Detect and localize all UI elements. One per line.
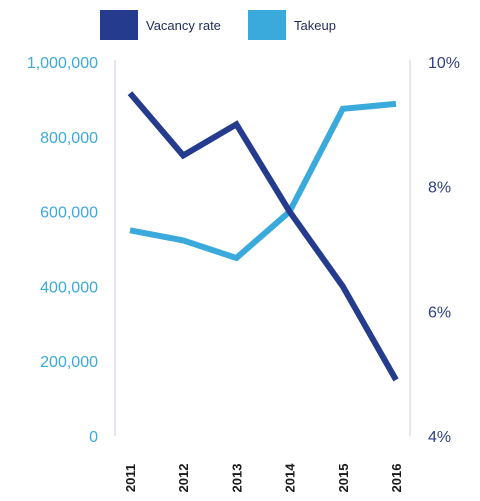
y-left-tick-label: 200,000	[40, 354, 98, 371]
y-right-tick-label: 6%	[428, 304, 451, 321]
y-left-tick-label: 600,000	[40, 205, 98, 222]
y-right-tick-label: 10%	[428, 55, 460, 72]
right-axis-ticks: 4% 6% 8% 10%	[428, 55, 460, 446]
x-tick-label: 2012	[176, 464, 191, 493]
x-tick-label: 2013	[229, 464, 244, 493]
y-left-tick-label: 0	[89, 429, 98, 446]
legend-swatch-takeup	[248, 10, 286, 40]
x-tick-label: 2016	[389, 464, 404, 493]
y-left-tick-label: 800,000	[40, 130, 98, 147]
y-right-tick-label: 4%	[428, 429, 451, 446]
y-left-tick-label: 1,000,000	[27, 55, 98, 72]
legend: Vacancy rate Takeup	[100, 10, 336, 40]
legend-label-vacancy-rate: Vacancy rate	[146, 18, 221, 33]
y-left-tick-label: 400,000	[40, 279, 98, 296]
legend-label-takeup: Takeup	[294, 18, 336, 33]
x-tick-label: 2014	[283, 463, 298, 493]
series-line-vacancy-rate	[127, 91, 399, 382]
x-tick-label: 2011	[123, 464, 138, 492]
x-tick-label: 2015	[336, 464, 351, 493]
y-right-tick-label: 8%	[428, 180, 451, 197]
x-axis-ticks: 2011 2012 2013 2014 2015 2016	[123, 463, 404, 493]
legend-swatch-vacancy-rate	[100, 10, 138, 40]
left-axis-ticks: 0 200,000 400,000 600,000 800,000 1,000,000	[27, 55, 98, 446]
series-line-takeup	[129, 100, 397, 262]
series-lines	[127, 91, 399, 382]
